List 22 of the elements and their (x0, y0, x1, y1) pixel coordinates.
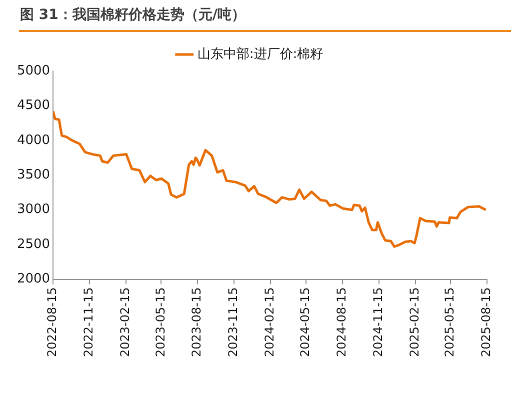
x-tick-label: 2024-11-15 (371, 287, 386, 358)
x-tick-label: 2024-08-15 (334, 287, 349, 358)
y-tick-label: 3000 (16, 202, 50, 218)
x-tick-label: 2023-08-15 (190, 287, 204, 358)
x-tick-label: 2022-08-15 (45, 287, 60, 358)
x-tick-label: 2024-02-15 (262, 287, 277, 358)
y-tick-label: 5000 (16, 63, 50, 78)
x-tick-label: 2024-05-15 (298, 287, 312, 358)
chart-title: 图 31：我国棉籽价格走势（元/吨） (20, 6, 246, 24)
y-tick-label: 2500 (16, 236, 50, 252)
legend-label: 山东中部:进厂价:棉籽 (197, 46, 324, 62)
y-tick-label: 4500 (16, 98, 50, 114)
x-tick-label: 2025-05-15 (442, 287, 457, 358)
x-tick-label: 2023-02-15 (118, 287, 132, 358)
x-tick-label: 2022-11-15 (82, 287, 96, 358)
x-tick-label: 2023-05-15 (153, 287, 168, 358)
y-tick-label: 3500 (16, 168, 50, 183)
x-tick-label: 2025-08-15 (479, 287, 494, 358)
y-tick-label: 2000 (16, 272, 50, 287)
x-tick-label: 2025-02-15 (407, 287, 422, 358)
x-tick-label: 2023-11-15 (226, 287, 240, 358)
y-tick-label: 4000 (16, 132, 50, 148)
